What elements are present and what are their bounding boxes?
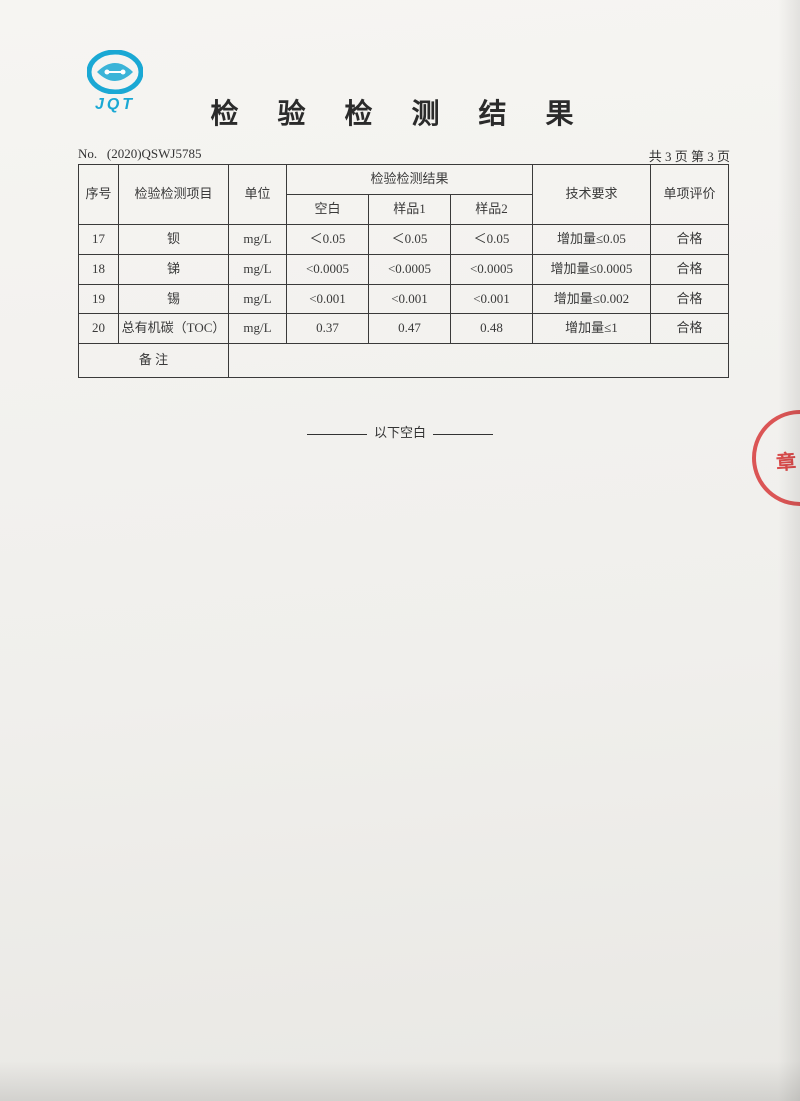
cell-eval: 合格 [651,224,729,254]
cell-s1: 0.47 [369,314,451,344]
cell-unit: mg/L [229,314,287,344]
scanned-page: JQT 检 验 检 测 结 果 No. (2020)QSWJ5785 共 3 页… [0,0,800,1101]
th-unit: 单位 [229,165,287,225]
th-index: 序号 [79,165,119,225]
page-title: 检 验 检 测 结 果 [0,92,800,132]
cell-eval: 合格 [651,314,729,344]
cell-req: 增加量≤0.0005 [533,254,651,284]
table-note-row: 备 注 [79,344,729,378]
logo-mark-icon [87,50,143,94]
no-label: No. [78,146,97,161]
results-table: 序号 检验检测项目 单位 检验检测结果 技术要求 单项评价 空白 样品1 样品2… [78,164,729,378]
cell-req: 增加量≤0.002 [533,284,651,314]
cell-s1: <0.0005 [369,254,451,284]
note-body [229,344,729,378]
divider-line-icon [307,434,367,435]
cell-req: 增加量≤1 [533,314,651,344]
cell-eval: 合格 [651,254,729,284]
th-blank: 空白 [287,194,369,224]
th-results-group: 检验检测结果 [287,165,533,195]
note-label: 备 注 [79,344,229,378]
cell-idx: 18 [79,254,119,284]
cell-blank: <0.0005 [287,254,369,284]
cell-s2: <0.0005 [451,254,533,284]
cell-eval: 合格 [651,284,729,314]
cell-s2: ＜0.05 [451,224,533,254]
cell-idx: 20 [79,314,119,344]
cell-unit: mg/L [229,284,287,314]
cell-item: 总有机碳（TOC） [119,314,229,344]
th-item: 检验检测项目 [119,165,229,225]
th-evaluation: 单项评价 [651,165,729,225]
cell-s1: <0.001 [369,284,451,314]
blank-below-marker: 以下空白 [0,422,800,441]
report-number: No. (2020)QSWJ5785 [78,146,202,165]
cell-blank: ＜0.05 [287,224,369,254]
table-row: 18 锑 mg/L <0.0005 <0.0005 <0.0005 增加量≤0.… [79,254,729,284]
cell-blank: <0.001 [287,284,369,314]
cell-blank: 0.37 [287,314,369,344]
cell-s2: 0.48 [451,314,533,344]
page-indicator: 共 3 页 第 3 页 [649,146,730,165]
cell-idx: 19 [79,284,119,314]
table-body: 17 钡 mg/L ＜0.05 ＜0.05 ＜0.05 增加量≤0.05 合格 … [79,224,729,377]
th-sample1: 样品1 [369,194,451,224]
cell-s2: <0.001 [451,284,533,314]
cell-item: 锡 [119,284,229,314]
cell-req: 增加量≤0.05 [533,224,651,254]
no-value: (2020)QSWJ5785 [107,146,202,161]
results-table-wrap: 序号 检验检测项目 单位 检验检测结果 技术要求 单项评价 空白 样品1 样品2… [78,164,728,378]
page-shadow-bottom [0,1061,800,1101]
th-sample2: 样品2 [451,194,533,224]
cell-unit: mg/L [229,224,287,254]
cell-s1: ＜0.05 [369,224,451,254]
table-row: 17 钡 mg/L ＜0.05 ＜0.05 ＜0.05 增加量≤0.05 合格 [79,224,729,254]
cell-unit: mg/L [229,254,287,284]
th-requirement: 技术要求 [533,165,651,225]
meta-row: No. (2020)QSWJ5785 共 3 页 第 3 页 [78,146,730,165]
blank-below-text: 以下空白 [374,425,426,440]
table-row: 19 锡 mg/L <0.001 <0.001 <0.001 增加量≤0.002… [79,284,729,314]
cell-item: 锑 [119,254,229,284]
table-row: 20 总有机碳（TOC） mg/L 0.37 0.47 0.48 增加量≤1 合… [79,314,729,344]
cell-idx: 17 [79,224,119,254]
cell-item: 钡 [119,224,229,254]
page-shadow-right [778,0,800,1101]
divider-line-icon [433,434,493,435]
